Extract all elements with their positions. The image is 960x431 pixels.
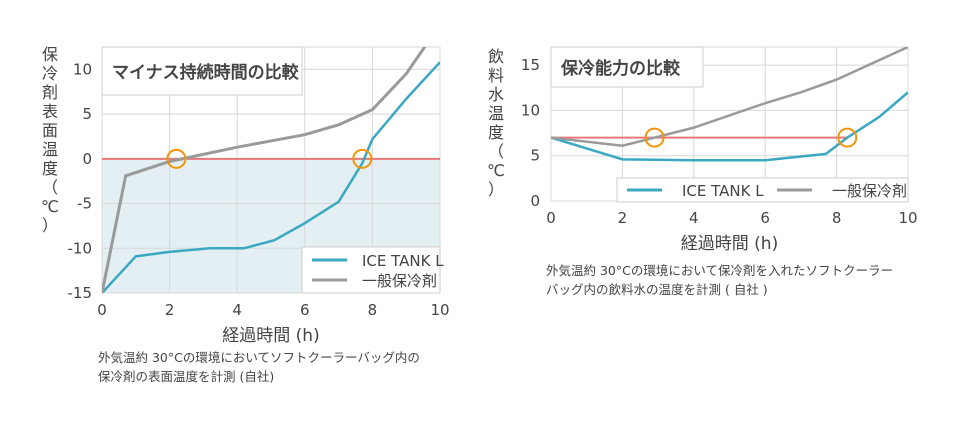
- title-box: [550, 46, 704, 88]
- series-line-ice-tank-l: [102, 61, 440, 293]
- y-axis-label-char: ）: [42, 216, 58, 235]
- crossing-marker: [837, 127, 858, 148]
- x-tick-label: 8: [832, 209, 842, 227]
- chart-title: マイナス持続時間の比較: [112, 62, 300, 83]
- y-axis-label-char: 保: [42, 45, 58, 64]
- y-axis-label-char: 表: [42, 102, 58, 121]
- footnote-line: 保冷剤の表面温度を計測 (自社): [98, 369, 274, 384]
- x-tick-label: 10: [898, 209, 917, 227]
- legend: [301, 246, 441, 294]
- series-line-ice-tank-l: [551, 91, 908, 162]
- y-tick-label: 10: [521, 101, 540, 119]
- x-tick-label: 6: [300, 301, 310, 319]
- y-axis-label: 飲料水温度（℃）: [487, 47, 505, 199]
- x-tick-label: 0: [546, 209, 556, 227]
- y-tick-label: 5: [82, 105, 92, 123]
- y-axis-label-char: ℃: [487, 161, 505, 180]
- footnote-line: バッグ内の飲料水の温度を計測 ( 自社 ): [546, 282, 768, 297]
- series-line-general: [102, 47, 427, 293]
- y-axis-label-char: 度: [42, 159, 58, 178]
- x-tick-label: 8: [368, 301, 378, 319]
- y-axis-label-char: ℃: [41, 197, 59, 216]
- y-axis-label-char: （: [42, 178, 58, 197]
- footnote-line: 外気温約 30°Cの環境において保冷剤を入れたソフトクーラー: [546, 263, 893, 278]
- x-tick-label: 4: [689, 209, 699, 227]
- y-axis-label-char: 水: [488, 85, 504, 104]
- y-axis-label-char: 料: [488, 66, 504, 85]
- y-axis-label-char: 冷: [42, 64, 58, 83]
- y-tick-label: 15: [521, 56, 540, 74]
- legend-label: ICE TANK L: [362, 252, 444, 270]
- crossing-marker: [352, 148, 373, 169]
- y-tick-label: 0: [82, 150, 92, 168]
- x-tick-label: 6: [760, 209, 770, 227]
- legend-label: ICE TANK L: [682, 182, 764, 200]
- x-tick-label: 10: [430, 301, 449, 319]
- footnote-line: 外気温約 30°Cの環境においてソフトクーラーバッグ内の: [98, 350, 420, 365]
- chart-title: 保冷能力の比較: [560, 58, 681, 79]
- chart-1: 0 2 4 6 8 10 10 5 0 -5 -10 -15 マイナス持続時間の比較 ICE TANK L…: [41, 45, 450, 384]
- y-tick-label: -15: [68, 284, 93, 302]
- title-box: [101, 46, 303, 96]
- y-tick-label: -5: [77, 195, 92, 213]
- x-axis-label: 経過時間 (h): [222, 326, 319, 346]
- x-tick-label: 0: [97, 301, 107, 319]
- x-tick-label: 4: [232, 301, 242, 319]
- y-axis-label-char: 面: [42, 121, 58, 140]
- y-tick-label: 0: [530, 192, 540, 210]
- y-axis-label-char: 度: [488, 123, 504, 142]
- y-tick-label: 5: [530, 147, 540, 165]
- y-axis-label-char: 温: [42, 140, 58, 159]
- x-tick-label: 2: [618, 209, 628, 227]
- legend-label: 一般保冷剤: [362, 272, 437, 290]
- y-axis-label: 保冷剤表面温度（℃）: [41, 45, 59, 235]
- y-axis-label-char: 剤: [42, 83, 58, 102]
- crossing-marker: [644, 127, 665, 148]
- footnote: 外気温約 30°Cの環境において保冷剤を入れたソフトクーラーバッグ内の飲料水の温…: [546, 263, 893, 297]
- footnote: 外気温約 30°Cの環境においてソフトクーラーバッグ内の保冷剤の表面温度を計測 …: [98, 350, 420, 384]
- y-tick-label: -10: [68, 239, 93, 257]
- y-axis-label-char: ）: [488, 180, 504, 199]
- y-tick-label: 10: [73, 60, 92, 78]
- series-line-general: [551, 47, 908, 148]
- chart-2: 0 2 4 6 8 10 15 10 5 0 保冷能力の比較 ICE TANK L 一般保冷剤経過時間 …: [487, 46, 918, 297]
- y-axis-label-char: 温: [488, 104, 504, 123]
- x-axis-label: 経過時間 (h): [681, 234, 778, 254]
- legend: [616, 177, 909, 203]
- legend-label: 一般保冷剤: [832, 182, 907, 200]
- y-axis-label-char: 飲: [488, 47, 504, 66]
- crossing-marker: [166, 148, 187, 169]
- x-tick-label: 2: [165, 301, 175, 319]
- y-axis-label-char: （: [488, 142, 504, 161]
